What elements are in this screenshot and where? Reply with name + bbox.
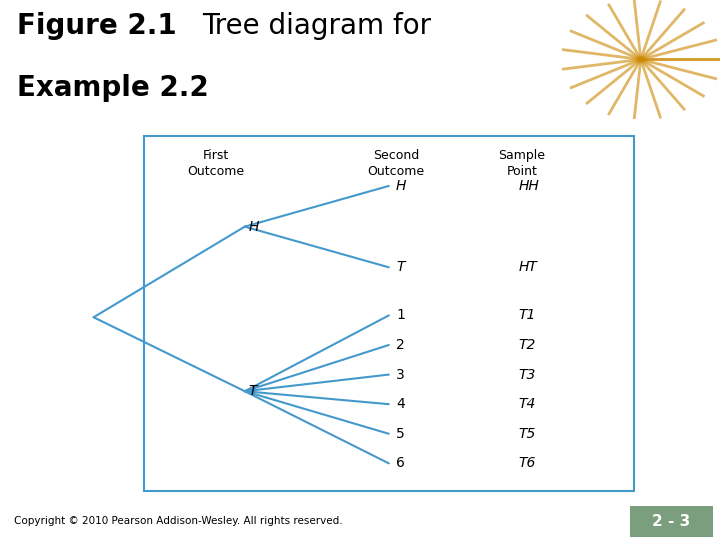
Text: 4: 4 xyxy=(396,397,405,411)
Text: Example 2.2: Example 2.2 xyxy=(17,73,209,102)
Text: T6: T6 xyxy=(518,456,536,470)
Text: T: T xyxy=(248,384,257,398)
Text: Copyright © 2010 Pearson Addison-Wesley. All rights reserved.: Copyright © 2010 Pearson Addison-Wesley.… xyxy=(14,516,343,526)
Text: Second
Outcome: Second Outcome xyxy=(367,149,425,178)
Text: HH: HH xyxy=(518,179,539,193)
FancyBboxPatch shape xyxy=(144,136,634,491)
FancyBboxPatch shape xyxy=(630,506,713,537)
Text: First
Outcome: First Outcome xyxy=(187,149,245,178)
Text: H: H xyxy=(248,220,258,234)
Text: T2: T2 xyxy=(518,338,536,352)
Text: T4: T4 xyxy=(518,397,536,411)
Text: 1: 1 xyxy=(396,308,405,322)
Text: T: T xyxy=(396,260,405,274)
Text: 6: 6 xyxy=(396,456,405,470)
Text: 5: 5 xyxy=(396,427,405,441)
Text: Figure 2.1: Figure 2.1 xyxy=(17,12,176,40)
Text: 2 - 3: 2 - 3 xyxy=(652,514,690,529)
Text: T3: T3 xyxy=(518,368,536,382)
Text: T5: T5 xyxy=(518,427,536,441)
Text: Sample
Point: Sample Point xyxy=(498,149,546,178)
Text: T1: T1 xyxy=(518,308,536,322)
Text: Tree diagram for: Tree diagram for xyxy=(202,12,431,40)
Text: 3: 3 xyxy=(396,368,405,382)
Text: HT: HT xyxy=(518,260,537,274)
Text: H: H xyxy=(396,179,406,193)
Text: 2: 2 xyxy=(396,338,405,352)
